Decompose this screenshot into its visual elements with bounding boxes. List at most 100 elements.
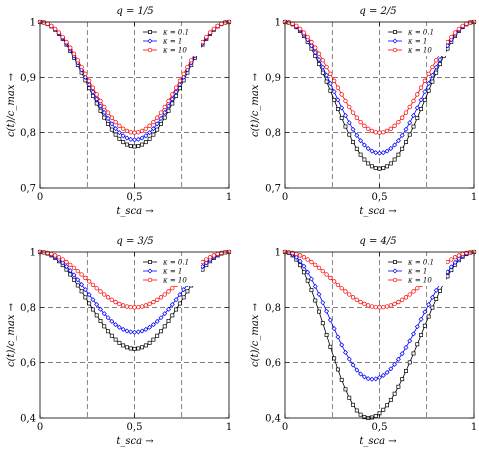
series-3-point (166, 98, 171, 104)
series-3-point (136, 304, 141, 310)
series-3-point (75, 58, 80, 63)
y-tick-label: 0,9 (20, 73, 36, 84)
x-axis-label: t_sca → (359, 206, 397, 217)
series-1-point (351, 402, 355, 407)
series-1-point (415, 342, 420, 347)
series-3-point (445, 259, 450, 265)
series-2-point (346, 120, 352, 126)
legend-entry: κ = 0.1 (407, 29, 434, 37)
series-2-point (448, 264, 454, 270)
series-2-point (143, 133, 149, 139)
series-3-point (147, 123, 152, 128)
series-2-point (139, 328, 145, 334)
series-3-point (388, 303, 393, 308)
series-3-point (223, 20, 228, 25)
series-2-point (411, 331, 417, 337)
x-tick-label: 1 (226, 192, 232, 203)
series-2-point (124, 328, 130, 334)
x-tick-label: 0 (37, 192, 43, 203)
series-2-point (384, 370, 390, 375)
series-3-point (377, 305, 382, 310)
series-2-point (132, 329, 137, 335)
series-2-point (377, 375, 382, 381)
legend-swatch-marker (392, 277, 398, 283)
x-tick-label: 0,5 (372, 422, 388, 433)
series-3-point (158, 295, 164, 300)
series-3-point (204, 34, 209, 40)
series-2-point (339, 342, 345, 348)
series-1-point (358, 152, 363, 157)
legend-swatch-marker (148, 260, 152, 264)
chart-panel-4: 0 0,5 1 0,4 0,6 0,8 1 q = 4/5 t_sca → c(t)/c_max … (250, 236, 477, 447)
series-2-point (177, 292, 183, 298)
series-1-point (121, 343, 126, 348)
series-3-point (316, 265, 322, 271)
series-1-point (320, 321, 325, 326)
series-3-point (121, 303, 126, 308)
series-2-point (350, 126, 356, 132)
series-2-point (403, 126, 409, 132)
legend-entry: κ = 10 (407, 47, 432, 55)
series-2-point (456, 256, 462, 262)
series-2-point (422, 89, 428, 95)
series-1-point (328, 344, 333, 349)
y-tick-label: 0,6 (20, 358, 36, 369)
series-3-point (170, 92, 175, 97)
series-1-point (83, 295, 88, 300)
series-3-point (411, 98, 416, 104)
series-2-point (369, 148, 375, 154)
series-2-point (63, 264, 69, 270)
series-1-point (298, 263, 303, 268)
series-2-point (361, 374, 367, 380)
legend-swatch-marker (392, 47, 398, 53)
series-1-point (328, 88, 333, 93)
series-3-point (377, 130, 382, 135)
series-3-point (105, 110, 111, 115)
series-3-point (139, 304, 145, 309)
y-axis-label: c(t)/c_max → (250, 72, 261, 137)
series-3-point (369, 128, 375, 134)
series-3-point (392, 123, 397, 128)
series-1-point (422, 323, 427, 328)
series-3-point (200, 39, 205, 45)
series-1-point (385, 164, 390, 169)
series-3-point (407, 104, 412, 110)
legend-swatch-marker (147, 38, 153, 44)
series-3-point (301, 255, 307, 260)
series-1-point (419, 107, 424, 112)
series-2-point (86, 292, 92, 298)
series-2-point (308, 43, 314, 49)
series-3-point (373, 130, 378, 135)
series-3-point (460, 23, 465, 29)
series-3-point (339, 286, 344, 291)
chart-panel-2: 0 0,5 1 0,7 0,8 0,9 1 q = 2/5 t_sca → c(t)/c_max … (250, 6, 477, 217)
series-3-point (381, 304, 386, 310)
series-3-point (132, 305, 137, 310)
series-3-point (94, 286, 99, 291)
legend-entry: κ = 10 (162, 277, 187, 285)
series-2-point (320, 300, 326, 306)
series-1-point (128, 144, 133, 148)
series-2-point (109, 318, 115, 324)
series-2-point (67, 268, 73, 274)
series-3-point (347, 292, 352, 297)
y-axis-label: c(t)/c_max → (250, 302, 261, 367)
chart-title: q = 3/5 (116, 236, 153, 247)
series-3-point (411, 289, 416, 294)
series-2-point (97, 103, 103, 109)
series-1-point (373, 166, 378, 171)
series-3-point (147, 301, 152, 307)
series-3-point (456, 26, 462, 31)
series-3-point (121, 126, 126, 131)
series-3-point (102, 292, 107, 297)
series-1-point (136, 346, 141, 351)
y-tick-label: 0,8 (20, 128, 36, 139)
series-1-point (430, 79, 435, 84)
series-1-point (332, 97, 337, 102)
series-1-point (438, 62, 442, 67)
series-2-point (392, 361, 398, 367)
series-2-point (90, 89, 96, 95)
series-2-point (71, 272, 77, 278)
y-tick-label: 0,9 (265, 73, 281, 84)
